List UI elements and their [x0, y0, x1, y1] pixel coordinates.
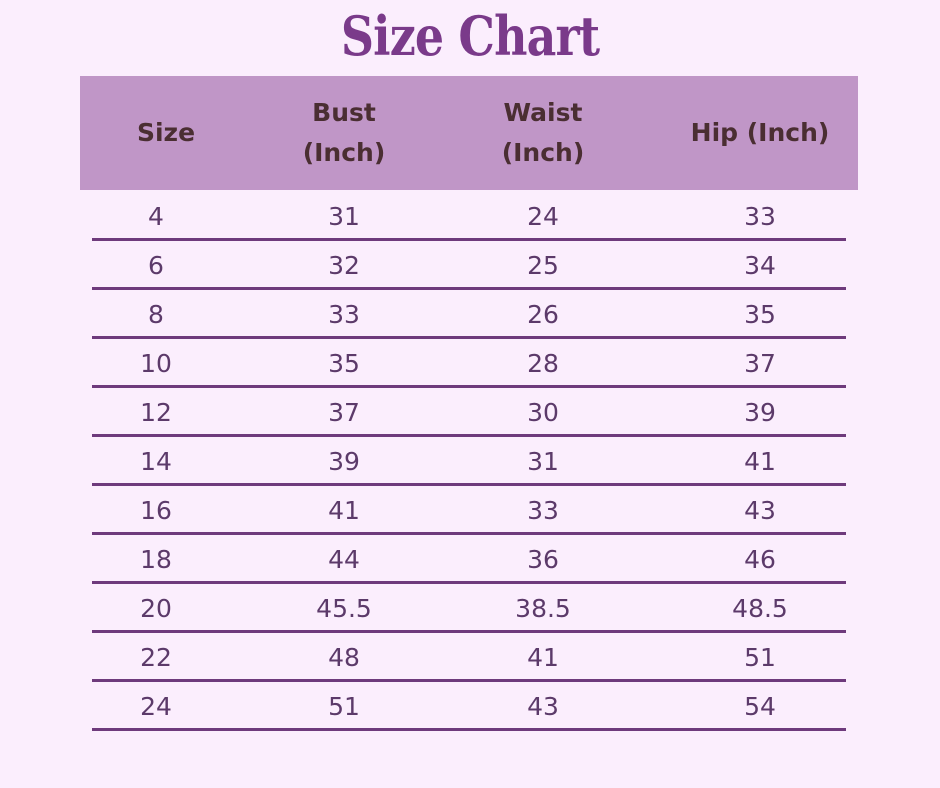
cell-hip: 54	[744, 692, 776, 721]
cell-size: 20	[140, 594, 172, 623]
cell-size: 18	[140, 545, 172, 574]
cell-bust: 37	[328, 398, 360, 427]
cell-waist: 26	[527, 300, 559, 329]
table-row: 18 44 36 46	[92, 535, 846, 584]
cell-waist: 24	[527, 202, 559, 231]
cell-bust: 31	[328, 202, 360, 231]
table-row: 22 48 41 51	[92, 633, 846, 682]
cell-waist: 28	[527, 349, 559, 378]
table-row: 14 39 31 41	[92, 437, 846, 486]
cell-size: 14	[140, 447, 172, 476]
cell-size: 8	[148, 300, 164, 329]
cell-hip: 41	[744, 447, 776, 476]
table-row: 6 32 25 34	[92, 241, 846, 290]
cell-waist: 36	[527, 545, 559, 574]
cell-hip: 39	[744, 398, 776, 427]
cell-waist: 25	[527, 251, 559, 280]
cell-bust: 45.5	[316, 594, 372, 623]
cell-hip: 34	[744, 251, 776, 280]
table-row: 24 51 43 54	[92, 682, 846, 731]
cell-hip: 46	[744, 545, 776, 574]
table-row: 12 37 30 39	[92, 388, 846, 437]
cell-size: 10	[140, 349, 172, 378]
cell-bust: 35	[328, 349, 360, 378]
cell-bust: 48	[328, 643, 360, 672]
cell-size: 12	[140, 398, 172, 427]
cell-hip: 37	[744, 349, 776, 378]
cell-bust: 32	[328, 251, 360, 280]
cell-size: 22	[140, 643, 172, 672]
table-header: Size Bust (Inch) Waist (Inch) Hip (Inch)	[80, 76, 858, 190]
header-size: Size	[136, 118, 196, 147]
table-row: 4 31 24 33	[92, 192, 846, 241]
cell-hip: 48.5	[732, 594, 788, 623]
cell-size: 6	[148, 251, 164, 280]
cell-hip: 33	[744, 202, 776, 231]
header-waist: Waist (Inch)	[501, 98, 585, 167]
cell-waist: 33	[527, 496, 559, 525]
cell-bust: 39	[328, 447, 360, 476]
header-hip: Hip (Inch)	[690, 118, 830, 147]
cell-size: 4	[148, 202, 164, 231]
cell-bust: 41	[328, 496, 360, 525]
page-title: Size Chart	[340, 4, 600, 68]
table-row: 16 41 33 43	[92, 486, 846, 535]
table-row: 8 33 26 35	[92, 290, 846, 339]
cell-waist: 43	[527, 692, 559, 721]
cell-size: 16	[140, 496, 172, 525]
cell-size: 24	[140, 692, 172, 721]
cell-bust: 44	[328, 545, 360, 574]
header-bust: Bust (Inch)	[302, 98, 386, 167]
cell-waist: 41	[527, 643, 559, 672]
cell-waist: 30	[527, 398, 559, 427]
cell-bust: 33	[328, 300, 360, 329]
cell-hip: 51	[744, 643, 776, 672]
table-row: 20 45.5 38.5 48.5	[92, 584, 846, 633]
cell-waist: 31	[527, 447, 559, 476]
cell-bust: 51	[328, 692, 360, 721]
cell-waist: 38.5	[515, 594, 571, 623]
table-row: 10 35 28 37	[92, 339, 846, 388]
cell-hip: 43	[744, 496, 776, 525]
cell-hip: 35	[744, 300, 776, 329]
